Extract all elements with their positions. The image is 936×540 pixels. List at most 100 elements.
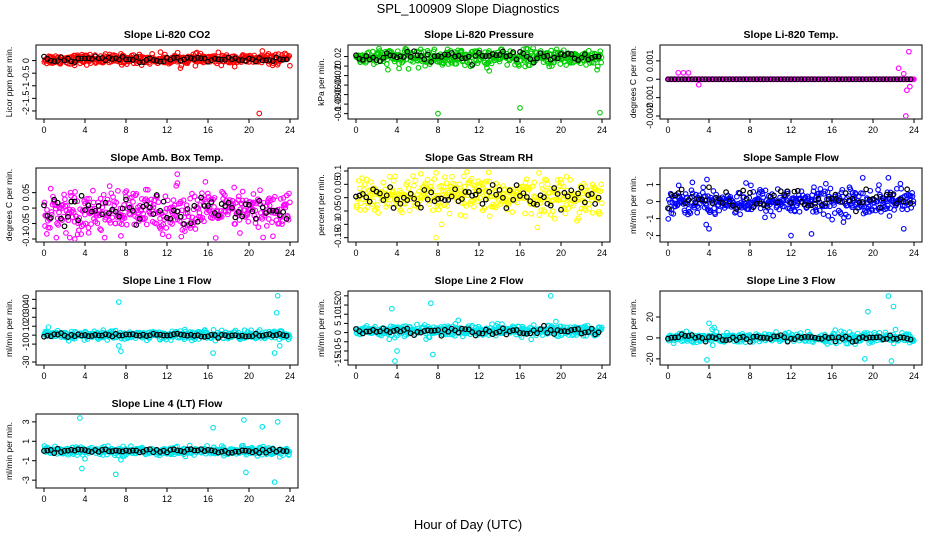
outlier-point — [895, 65, 902, 72]
average-point — [58, 215, 64, 222]
data-points — [665, 48, 917, 118]
average-point — [242, 333, 249, 340]
average-point — [760, 76, 767, 83]
outlier-point — [118, 233, 124, 239]
average-point — [486, 188, 493, 195]
average-point — [894, 200, 900, 207]
average-point — [558, 328, 564, 335]
average-point — [835, 334, 842, 341]
average-point — [689, 76, 695, 83]
data-point — [827, 185, 834, 192]
data-point — [192, 226, 199, 232]
average-point — [695, 196, 702, 203]
average-point — [194, 54, 201, 61]
y-tick-label: -0.04 — [333, 75, 343, 96]
data-point — [163, 225, 170, 231]
data-point — [553, 46, 560, 53]
data-point — [689, 190, 696, 197]
data-point — [143, 221, 150, 228]
average-point — [239, 57, 246, 63]
average-point — [856, 199, 863, 206]
average-point — [870, 76, 876, 83]
outlier-point — [865, 308, 871, 315]
average-point — [822, 76, 829, 83]
average-point — [825, 335, 832, 341]
x-tick-label: 8 — [435, 248, 440, 258]
outlier-point — [210, 350, 216, 356]
average-point — [41, 202, 47, 209]
average-point — [205, 203, 211, 209]
average-point — [665, 205, 671, 212]
data-point — [98, 227, 104, 234]
data-point — [688, 187, 695, 194]
data-point — [115, 187, 121, 194]
average-point — [147, 204, 153, 211]
average-point — [588, 325, 595, 332]
data-point — [440, 188, 446, 194]
panel-4: Slope Amb. Box Temp.0 4 8 12 16 20 24-0.1-0.05… — [4, 152, 299, 258]
average-point — [890, 191, 897, 198]
outlier-point — [704, 176, 710, 183]
outlier-point — [259, 48, 266, 54]
data-point — [412, 177, 419, 184]
data-point — [75, 220, 81, 227]
average-point — [791, 76, 798, 83]
data-point — [575, 215, 581, 222]
y-axis-label: degrees C per min. — [628, 46, 638, 118]
data-point — [784, 190, 791, 197]
average-point — [353, 193, 359, 200]
x-tick-label: 0 — [665, 371, 670, 381]
data-point — [474, 198, 481, 205]
data-point — [479, 189, 486, 195]
average-point — [129, 331, 136, 337]
average-point — [760, 334, 767, 341]
average-point — [685, 197, 692, 204]
data-point — [536, 170, 542, 176]
average-point — [777, 76, 784, 83]
average-point — [191, 202, 198, 209]
data-point — [745, 206, 752, 213]
x-tick-label: 24 — [597, 371, 607, 381]
panel-title: Slope Li-820 Temp. — [744, 29, 839, 41]
average-point — [119, 332, 126, 339]
average-point — [671, 76, 678, 83]
average-point — [246, 55, 252, 62]
average-point — [387, 184, 394, 191]
x-tick-label: 4 — [394, 125, 399, 135]
y-tick-label: -10 — [21, 338, 31, 351]
data-point — [410, 182, 417, 189]
data-point — [90, 187, 96, 194]
average-point — [887, 76, 893, 83]
data-point — [271, 193, 278, 200]
panel-title: Slope Sample Flow — [743, 152, 840, 164]
average-point — [465, 326, 472, 333]
data-point — [710, 188, 717, 194]
data-point — [875, 186, 881, 193]
x-tick-label: 4 — [706, 371, 711, 381]
average-point — [184, 54, 191, 61]
average-point — [904, 186, 911, 193]
data-point — [687, 210, 694, 216]
average-point — [123, 56, 129, 63]
y-tick-label: 0 — [21, 58, 31, 63]
data-point — [428, 187, 435, 193]
average-point — [51, 331, 58, 338]
average-point — [585, 192, 592, 198]
data-point — [748, 182, 754, 189]
average-point — [472, 52, 479, 59]
outlier-point — [808, 231, 815, 237]
data-point — [221, 192, 228, 199]
x-tick-label: 8 — [123, 494, 128, 504]
data-point — [441, 202, 448, 209]
data-point — [433, 169, 439, 176]
average-point — [692, 199, 699, 206]
x-tick-label: 20 — [868, 371, 878, 381]
average-point — [510, 49, 517, 56]
data-point — [150, 201, 157, 208]
data-point — [770, 212, 776, 219]
data-point — [287, 62, 293, 69]
average-point — [571, 326, 578, 333]
data-point — [366, 187, 373, 193]
